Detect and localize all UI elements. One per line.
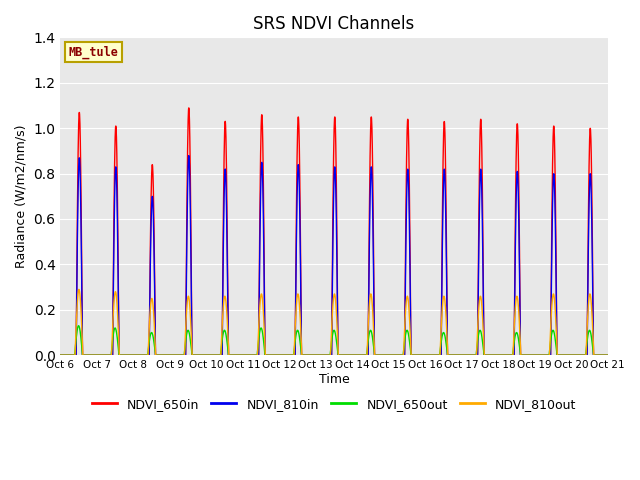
- X-axis label: Time: Time: [319, 373, 349, 386]
- Text: MB_tule: MB_tule: [68, 45, 118, 59]
- Y-axis label: Radiance (W/m2/nm/s): Radiance (W/m2/nm/s): [15, 124, 28, 268]
- Legend: NDVI_650in, NDVI_810in, NDVI_650out, NDVI_810out: NDVI_650in, NDVI_810in, NDVI_650out, NDV…: [86, 393, 582, 416]
- Title: SRS NDVI Channels: SRS NDVI Channels: [253, 15, 415, 33]
